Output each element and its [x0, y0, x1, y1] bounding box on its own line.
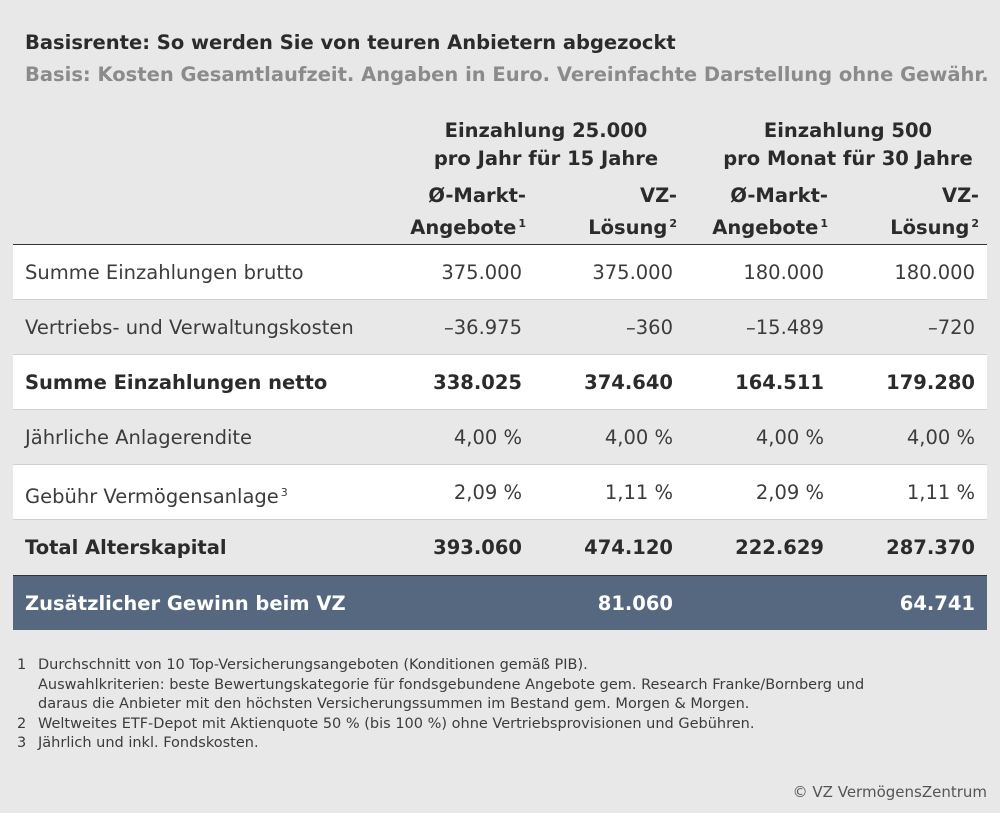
footnote-number: 2: [17, 715, 27, 732]
row-divider: [13, 354, 987, 355]
column-header-market-annual: Ø-Markt- Angebote 1: [366, 182, 526, 242]
column-header-line: Lösung 2: [890, 216, 979, 239]
table-cell: –36.975: [444, 316, 522, 339]
row-label: Summe Einzahlungen brutto: [25, 261, 304, 284]
row-divider: [13, 464, 987, 465]
group-header-line: pro Jahr für 15 Jahre: [433, 147, 659, 170]
table-cell: 2,09 %: [755, 481, 824, 504]
table-cell: 64.741: [899, 592, 975, 615]
table-row: Gebühr Vermögensanlage 3 2,09 % 1,11 % 2,…: [13, 465, 987, 519]
table-row: Jährliche Anlagerendite 4,00 % 4,00 % 4,…: [13, 410, 987, 464]
footnote-ref: 1: [820, 217, 828, 230]
footnote-ref: 1: [518, 217, 526, 230]
table-cell: 4,00 %: [755, 426, 824, 449]
table-cell: 180.000: [743, 261, 824, 284]
group-header-line: pro Monat für 30 Jahre: [723, 147, 973, 170]
copyright: © VZ VermögensZentrum: [792, 783, 987, 801]
column-header-line: Ø-Markt-: [730, 184, 828, 207]
row-label: Vertriebs- und Verwaltungskosten: [25, 316, 354, 339]
column-header-vz-monthly: VZ- Lösung 2: [819, 182, 979, 242]
footnote-ref: 3: [280, 486, 288, 499]
table-cell: 375.000: [441, 261, 522, 284]
column-header-market-monthly: Ø-Markt- Angebote 1: [668, 182, 828, 242]
footnote-number: 1: [17, 657, 27, 673]
row-divider: [13, 409, 987, 410]
page-subtitle: Basis: Kosten Gesamtlaufzeit. Angaben in…: [25, 63, 989, 86]
column-header-line: Angebote 1: [712, 216, 828, 239]
table-cell: 2,09 %: [453, 481, 522, 504]
table-cell: 4,00 %: [453, 426, 522, 449]
table-row: Vertriebs- und Verwaltungskosten –36.975…: [13, 300, 987, 354]
column-header-line: Ø-Markt-: [428, 184, 526, 207]
footnote: 2 Weltweites ETF-Depot mit Aktienquote 5…: [17, 715, 977, 735]
table-top-rule: [13, 244, 987, 245]
row-label: Gebühr Vermögensanlage 3: [25, 485, 288, 508]
table-cell: 374.640: [584, 371, 673, 394]
row-label: Summe Einzahlungen netto: [25, 371, 328, 394]
summary-row: Zusätzlicher Gewinn beim VZ 81.060 64.74…: [13, 576, 987, 630]
table-cell: 1,11 %: [604, 481, 673, 504]
footnote-text: Weltweites ETF-Depot mit Aktienquote 50 …: [38, 715, 755, 732]
row-label: Total Alterskapital: [25, 536, 227, 559]
footnote: 3 Jährlich und inkl. Fondskosten.: [17, 734, 977, 754]
table-cell: 222.629: [735, 536, 824, 559]
table-cell: 287.370: [886, 536, 975, 559]
table-cell: –720: [928, 316, 975, 339]
table-cell: –15.489: [746, 316, 824, 339]
footnote-text: Durchschnitt von 10 Top-Versicherungsang…: [38, 657, 865, 712]
column-header-vz-annual: VZ- Lösung 2: [517, 182, 677, 242]
footnotes: 1 Durchschnitt von 10 Top-Versicherungsa…: [17, 656, 977, 754]
table-cell: 179.280: [886, 371, 975, 394]
row-divider: [13, 575, 987, 576]
group-header-annual: Einzahlung 25.000 pro Jahr für 15 Jahre: [396, 117, 696, 173]
row-label: Jährliche Anlagerendite: [25, 426, 253, 449]
footnote-text: Jährlich und inkl. Fondskosten.: [38, 735, 259, 751]
table-cell: 1,11 %: [906, 481, 975, 504]
table-cell: 4,00 %: [906, 426, 975, 449]
group-header-line: Einzahlung 500: [763, 119, 933, 142]
table-cell: 164.511: [735, 371, 824, 394]
table-cell: 81.060: [597, 592, 673, 615]
table-cell: –360: [626, 316, 673, 339]
column-header-line: VZ-: [942, 184, 979, 207]
table-cell: 375.000: [592, 261, 673, 284]
page-title: Basisrente: So werden Sie von teuren Anb…: [25, 31, 676, 54]
table-cell: 474.120: [584, 536, 673, 559]
group-header-monthly: Einzahlung 500 pro Monat für 30 Jahre: [698, 117, 998, 173]
column-header-line: VZ-: [640, 184, 677, 207]
row-divider: [13, 519, 987, 520]
table-row: Summe Einzahlungen brutto 375.000 375.00…: [13, 245, 987, 299]
table-cell: 393.060: [433, 536, 522, 559]
table-cell: 4,00 %: [604, 426, 673, 449]
table-row: Summe Einzahlungen netto 338.025 374.640…: [13, 355, 987, 409]
footnote-number: 3: [17, 735, 27, 751]
table-cell: 338.025: [433, 371, 522, 394]
footnote: 1 Durchschnitt von 10 Top-Versicherungsa…: [17, 656, 977, 715]
row-divider: [13, 299, 987, 300]
column-header-line: Angebote 1: [410, 216, 526, 239]
group-header-line: Einzahlung 25.000: [444, 119, 648, 142]
row-label: Zusätzlicher Gewinn beim VZ: [25, 592, 346, 615]
footnote-ref: 2: [669, 217, 677, 230]
table-cell: 180.000: [894, 261, 975, 284]
table-row: Total Alterskapital 393.060 474.120 222.…: [13, 520, 987, 574]
column-header-line: Lösung 2: [588, 216, 677, 239]
footnote-ref: 2: [971, 217, 979, 230]
